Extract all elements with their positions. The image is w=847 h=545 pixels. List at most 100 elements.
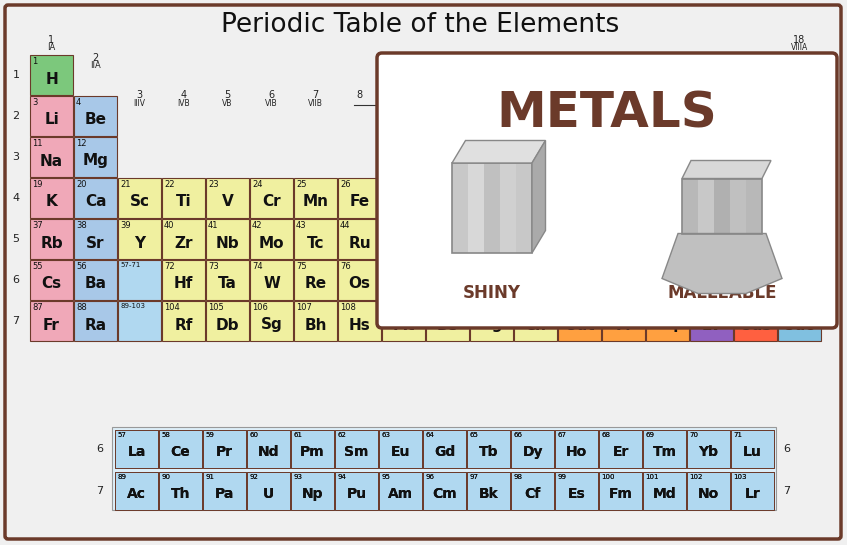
Text: Es: Es [567, 487, 585, 501]
Bar [74, 260, 117, 300]
Text: Th: Th [171, 487, 191, 501]
Text: Cn: Cn [524, 318, 546, 332]
Bar [250, 219, 293, 259]
Text: 71: 71 [733, 432, 742, 438]
Text: 61: 61 [293, 432, 302, 438]
Text: 100: 100 [601, 474, 615, 480]
Text: 69: 69 [645, 432, 654, 438]
Text: 12: 12 [76, 139, 86, 148]
Text: 102: 102 [689, 474, 702, 480]
Text: Dy: Dy [523, 445, 543, 459]
Text: 41: 41 [208, 221, 219, 230]
Bar [338, 178, 381, 218]
Text: 92: 92 [249, 474, 257, 480]
Text: In: In [571, 235, 588, 251]
Bar [203, 430, 246, 468]
Text: 94: 94 [337, 474, 346, 480]
Text: 103: 103 [733, 474, 746, 480]
Text: Pu: Pu [346, 487, 367, 501]
Text: Po: Po [700, 276, 722, 292]
Text: Ir: Ir [397, 276, 410, 292]
Text: VIIIA: VIIIA [791, 44, 808, 52]
Text: Cs: Cs [42, 276, 62, 292]
Polygon shape [452, 141, 545, 163]
Text: 57: 57 [117, 432, 126, 438]
Text: Bh: Bh [304, 318, 327, 332]
Text: 52: 52 [692, 221, 702, 230]
Bar [558, 260, 601, 300]
Text: Pb: Pb [612, 276, 634, 292]
Text: 113: 113 [560, 303, 576, 312]
Bar [74, 219, 117, 259]
Bar [162, 219, 205, 259]
Polygon shape [532, 141, 545, 253]
Bar [555, 430, 598, 468]
Text: La: La [127, 445, 146, 459]
Text: 92: 92 [249, 474, 257, 480]
Bar [379, 430, 422, 468]
Text: 88: 88 [76, 303, 86, 312]
Text: Bk: Bk [479, 487, 498, 501]
Bar [602, 219, 645, 259]
Bar [470, 260, 513, 300]
Bar [746, 179, 762, 233]
Bar [734, 301, 777, 341]
Text: Es: Es [567, 487, 585, 501]
Bar [778, 219, 821, 259]
Text: 74: 74 [252, 262, 263, 271]
Bar [690, 301, 733, 341]
Text: 26: 26 [340, 180, 351, 189]
Text: Uus: Uus [739, 318, 772, 332]
Text: 116: 116 [692, 303, 708, 312]
Bar [778, 55, 821, 95]
Bar [74, 178, 117, 218]
Text: 5: 5 [13, 234, 19, 244]
Text: 58: 58 [161, 432, 170, 438]
Text: Yb: Yb [699, 445, 718, 459]
Text: 90: 90 [161, 474, 170, 480]
Text: 6: 6 [97, 444, 103, 454]
Text: Tb: Tb [479, 445, 498, 459]
Text: Nd: Nd [257, 445, 280, 459]
Bar [731, 430, 774, 468]
Text: Os: Os [348, 276, 370, 292]
Bar [690, 260, 733, 300]
Text: Cm: Cm [432, 487, 457, 501]
Text: 101: 101 [645, 474, 658, 480]
Text: Ge: Ge [612, 195, 635, 209]
Bar [338, 260, 381, 300]
Text: Yb: Yb [699, 445, 718, 459]
Bar [731, 472, 774, 510]
Bar [159, 430, 202, 468]
Text: 55: 55 [32, 262, 42, 271]
Text: Pa: Pa [215, 487, 234, 501]
Text: 65: 65 [469, 432, 478, 438]
Text: Co: Co [393, 195, 414, 209]
Text: 87: 87 [32, 303, 42, 312]
Text: 21: 21 [120, 180, 130, 189]
Text: SHINY: SHINY [463, 284, 521, 302]
Bar [643, 430, 686, 468]
Text: Ba: Ba [85, 276, 107, 292]
Bar [452, 163, 468, 253]
Bar [602, 178, 645, 218]
Bar [468, 163, 484, 253]
Bar [734, 219, 777, 259]
Text: Pm: Pm [300, 445, 324, 459]
Text: Sm: Sm [345, 445, 368, 459]
Bar [30, 96, 73, 136]
Text: 102: 102 [689, 474, 702, 480]
Bar [423, 472, 466, 510]
Text: Sn: Sn [612, 235, 634, 251]
FancyBboxPatch shape [377, 53, 837, 328]
Bar [382, 219, 425, 259]
Bar [423, 430, 466, 468]
Text: 66: 66 [513, 432, 522, 438]
Text: Periodic Table of the Elements: Periodic Table of the Elements [221, 12, 619, 38]
Text: I: I [753, 235, 758, 251]
Text: No: No [698, 487, 719, 501]
Text: 29: 29 [472, 180, 483, 189]
Bar [159, 472, 202, 510]
Text: 78: 78 [428, 262, 439, 271]
Bar [250, 260, 293, 300]
